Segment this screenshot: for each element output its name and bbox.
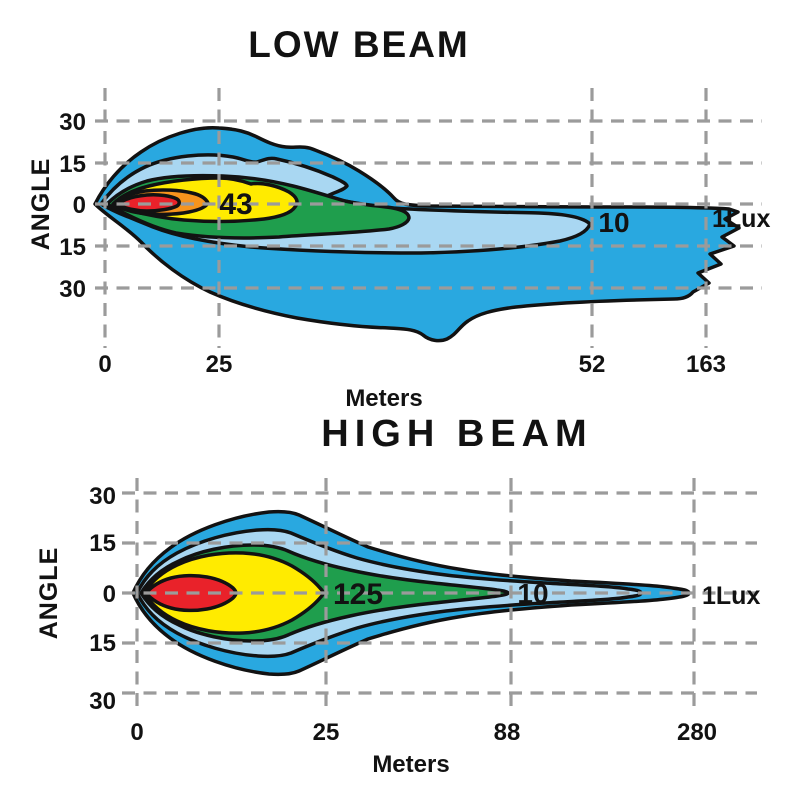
low-x-tick-25: 25: [206, 351, 233, 378]
low-label-10: 10: [598, 207, 629, 238]
high-x-tick-25: 25: [313, 719, 340, 746]
high-y-tick-30-bottom: 30: [89, 688, 116, 715]
low-y-tick-0: 0: [73, 192, 86, 219]
low-beam-axis-labels: 30 15 0 15 30 ANGLE 0 25 52 163 Meters: [27, 109, 726, 412]
high-y-tick-15-bottom: 15: [89, 630, 116, 657]
low-y-tick-30-bottom: 30: [59, 276, 86, 303]
low-x-tick-163: 163: [686, 351, 726, 378]
low-beam-contours: [93, 126, 741, 343]
low-label-43: 43: [219, 188, 252, 221]
high-label-1lux: 1Lux: [702, 582, 760, 610]
low-y-tick-15-top: 15: [59, 151, 86, 178]
high-label-10: 10: [517, 578, 548, 609]
high-label-125: 125: [333, 578, 383, 611]
high-beam-gridlines: [122, 478, 757, 714]
high-y-tick-30-top: 30: [89, 483, 116, 510]
high-y-axis-title: ANGLE: [35, 547, 63, 640]
low-beam-chart: LOW BEAM 30 15 0 15 30: [27, 24, 770, 412]
high-x-tick-88: 88: [494, 719, 521, 746]
high-beam-title: HIGH BEAM: [321, 418, 592, 455]
high-beam-contour-labels: 125 10 1Lux: [333, 578, 760, 611]
low-x-tick-0: 0: [98, 351, 111, 378]
high-y-tick-15-top: 15: [89, 530, 116, 557]
low-beam-gridlines: [95, 88, 762, 348]
low-y-axis-title: ANGLE: [27, 158, 55, 251]
low-y-tick-30-top: 30: [59, 109, 86, 136]
high-y-tick-0: 0: [103, 581, 116, 608]
high-x-axis-title: Meters: [372, 751, 449, 778]
low-x-tick-52: 52: [579, 351, 606, 378]
high-x-tick-280: 280: [677, 719, 717, 746]
low-beam-contour-labels: 43 10 1Lux: [219, 188, 770, 238]
low-y-tick-15-bottom: 15: [59, 234, 86, 261]
high-beam-chart: HIGH BEAM 30 15 0 15 30 ANGLE 0: [35, 418, 760, 778]
low-x-axis-title: Meters: [345, 385, 422, 412]
low-beam-title: LOW BEAM: [248, 24, 470, 65]
high-x-tick-0: 0: [130, 719, 143, 746]
high-beam-axis-labels: 30 15 0 15 30 ANGLE 0 25 88 280 Meters: [35, 483, 717, 778]
low-label-1lux: 1Lux: [712, 205, 770, 233]
